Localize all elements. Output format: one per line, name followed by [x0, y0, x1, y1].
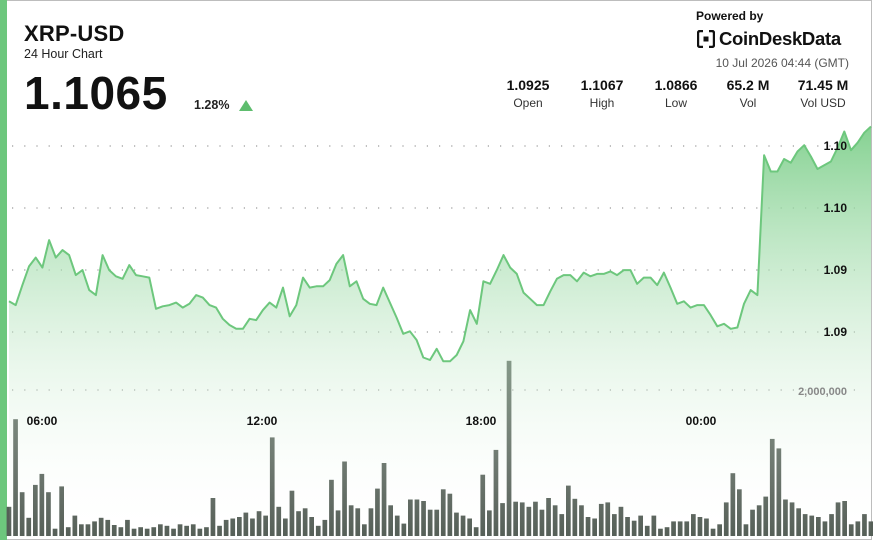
stat-label: Open [513, 96, 543, 110]
stat-label: Vol USD [800, 96, 846, 110]
stat-high: 1.1067 High [562, 77, 642, 110]
stat-value: 1.0866 [654, 77, 698, 93]
stat-label: Vol [739, 96, 757, 110]
volume-bar [6, 506, 12, 536]
stat-value: 65.2 M [726, 77, 770, 93]
chart-subtitle: 24 Hour Chart [24, 47, 103, 61]
powered-by-label: Powered by [696, 9, 764, 23]
current-price: 1.1065 [24, 67, 168, 119]
price-area [9, 126, 871, 538]
stat-vol: 65.2 M Vol [708, 77, 788, 110]
price-line [8, 125, 872, 363]
x-axis-labels: 06:00 12:00 18:00 00:00 [27, 414, 717, 428]
volume-tick-label: 2,000,000 [798, 386, 847, 398]
y-tick-label: 1.10 [824, 201, 848, 215]
y-tick-label: 1.09 [824, 263, 848, 277]
volume-axis-labels: 2,000,000 [798, 386, 847, 398]
stat-value: 1.1067 [580, 77, 624, 93]
y-axis-labels: 1.10 1.10 1.09 1.09 [824, 139, 848, 339]
arrow-up-icon [239, 100, 253, 111]
stat-value: 71.45 M [797, 77, 849, 93]
stat-value: 1.0925 [506, 77, 550, 93]
stat-low: 1.0866 Low [636, 77, 716, 110]
y-tick-label: 1.09 [824, 325, 848, 339]
stat-label: High [589, 96, 615, 110]
x-tick-label: 12:00 [247, 414, 278, 428]
coindesk-logo-icon [697, 30, 715, 48]
page-title: XRP-USD [24, 21, 125, 46]
accent-bar [0, 0, 7, 540]
y-tick-label: 1.10 [824, 139, 848, 153]
price-change: 1.28% [194, 98, 230, 112]
x-tick-label: 06:00 [27, 414, 58, 428]
stat-label: Low [664, 96, 687, 110]
x-tick-label: 00:00 [686, 414, 717, 428]
brand-logo[interactable]: CoinDeskData [697, 28, 841, 50]
stat-open: 1.0925 Open [488, 77, 568, 110]
x-tick-label: 18:00 [466, 414, 497, 428]
brand-name: CoinDeskData [719, 28, 841, 49]
stat-vol-usd: 71.45 M Vol USD [783, 77, 863, 110]
timestamp: 10 Jul 2026 04:44 (GMT) [715, 56, 849, 70]
